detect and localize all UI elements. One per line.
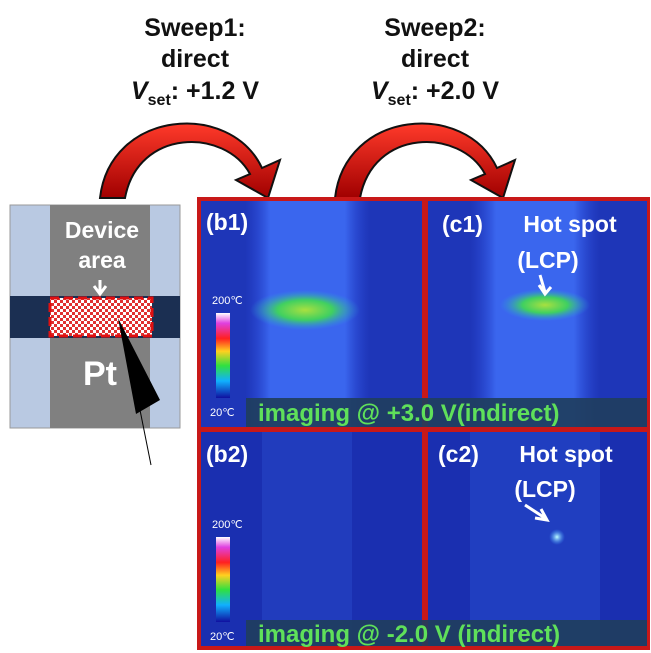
value: : +2.0 V — [411, 77, 500, 105]
hot-spot-sublabel: (LCP) — [514, 476, 575, 502]
material-label: Pt — [83, 355, 117, 393]
sweep-arrow — [100, 124, 280, 198]
figure: Sweep1: direct Vset: +1.2 V Sweep2: dire… — [0, 0, 651, 653]
hot-spot-label: Hot spot — [523, 211, 617, 237]
device-schematic — [10, 205, 180, 465]
color-scale — [216, 313, 230, 398]
scale-min: 20℃ — [210, 631, 235, 643]
hot-spot-label: Hot spot — [519, 441, 613, 467]
scale-max: 200℃ — [212, 295, 243, 307]
sweep-mode: direct — [401, 45, 470, 73]
panel-id: (c1) — [442, 211, 483, 237]
value: : +1.2 V — [171, 77, 260, 105]
scale-max: 200℃ — [212, 519, 243, 531]
imaging-banner: imaging @ -2.0 V (indirect) — [258, 621, 560, 648]
sweep-mode: direct — [161, 45, 230, 73]
hot-spot-sublabel: (LCP) — [517, 247, 578, 273]
panel-id: (b1) — [206, 209, 248, 235]
device-label: Device — [65, 217, 139, 243]
sweep-title: Sweep2: — [384, 14, 485, 42]
sweep-voltage: Vset: +1.2 V — [131, 77, 259, 109]
sweep-title: Sweep1: — [144, 14, 245, 42]
panel-id: (b2) — [206, 441, 248, 467]
subscript: set — [148, 92, 172, 109]
scale-min: 20℃ — [210, 407, 235, 419]
subscript: set — [388, 92, 412, 109]
sweep-arrow — [335, 124, 515, 198]
sweep-voltage: Vset: +2.0 V — [371, 77, 499, 109]
color-scale — [216, 537, 230, 622]
panel-id: (c2) — [438, 441, 479, 467]
imaging-banner: imaging @ +3.0 V(indirect) — [258, 400, 559, 427]
device-label: area — [78, 247, 126, 273]
